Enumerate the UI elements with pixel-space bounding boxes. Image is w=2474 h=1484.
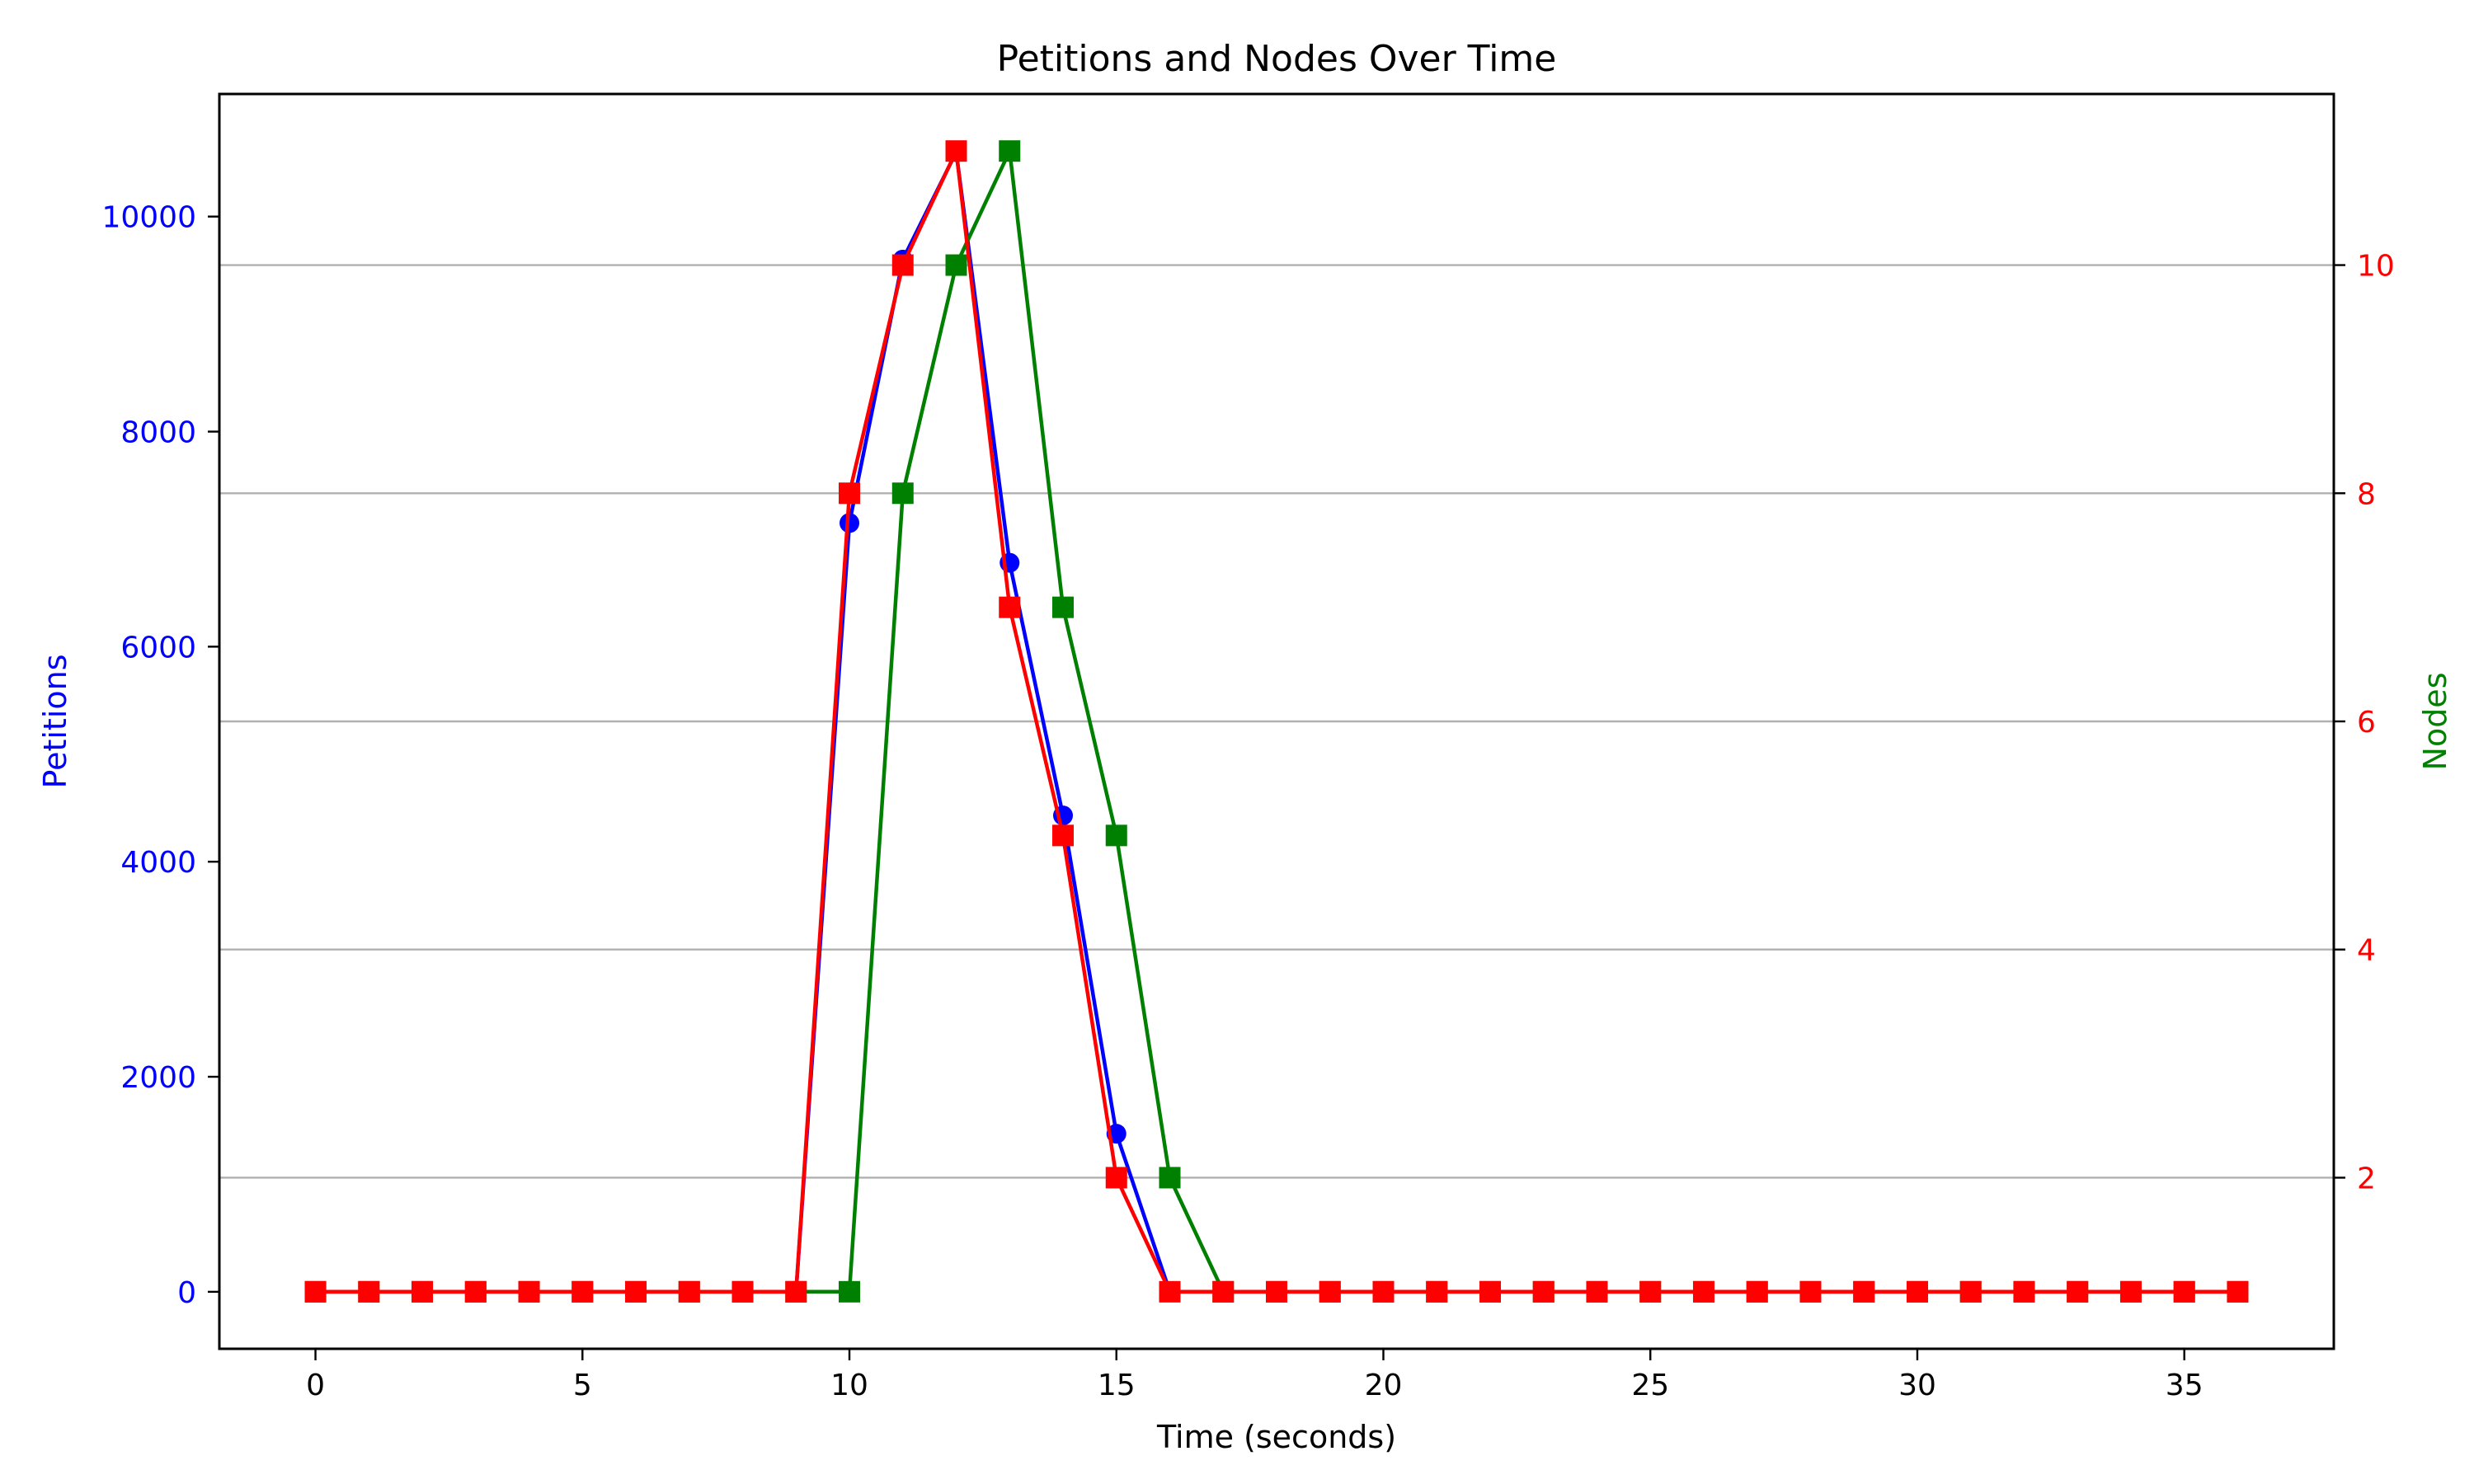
- data-point: [1479, 1280, 1501, 1303]
- data-point: [1906, 1280, 1928, 1303]
- data-point: [999, 596, 1021, 618]
- data-point: [1212, 1280, 1235, 1303]
- y-right-tick-label: 8: [2357, 477, 2376, 511]
- x-tick-label: 30: [1898, 1369, 1936, 1402]
- data-point: [999, 140, 1021, 162]
- y-left-tick-label: 2000: [120, 1061, 196, 1095]
- series-2: [304, 140, 2249, 1303]
- data-point: [1159, 1167, 1181, 1189]
- y-right-tick-label: 10: [2357, 250, 2395, 284]
- data-point: [1586, 1280, 1608, 1303]
- x-tick-label: 0: [306, 1369, 325, 1402]
- data-point: [304, 1280, 327, 1303]
- y-left-tick-label: 4000: [120, 846, 196, 880]
- data-point: [839, 482, 861, 505]
- data-point: [1159, 1280, 1181, 1303]
- x-tick-label: 10: [830, 1369, 868, 1402]
- data-point: [625, 1280, 647, 1303]
- data-point: [2013, 1280, 2035, 1303]
- data-point: [464, 1280, 487, 1303]
- y-left-tick-label: 6000: [120, 631, 196, 665]
- data-point: [2067, 1280, 2089, 1303]
- data-point: [1319, 1280, 1341, 1303]
- y-left-tick-label: 0: [177, 1276, 196, 1310]
- y-axis-left-label: Petitions: [37, 655, 73, 789]
- data-point: [839, 1280, 861, 1303]
- x-tick-label: 25: [1631, 1369, 1669, 1402]
- data-point: [678, 1280, 700, 1303]
- data-point: [1266, 1280, 1287, 1303]
- y-right-tick-label: 2: [2357, 1162, 2376, 1195]
- data-point: [2227, 1280, 2249, 1303]
- data-point: [571, 1280, 594, 1303]
- data-point: [2173, 1280, 2195, 1303]
- y-right-tick-label: 4: [2357, 934, 2376, 968]
- data-point: [412, 1280, 434, 1303]
- data-point: [1426, 1280, 1448, 1303]
- x-tick-label: 35: [2166, 1369, 2204, 1402]
- data-point: [358, 1280, 380, 1303]
- axis-ticks: 0 5 10 15 20 25 30 35 0 2000 4000 6000 8000 10000 2 4 6 8…: [101, 201, 2394, 1402]
- y-left-tick-label: 8000: [120, 416, 196, 450]
- y-right-tick-label: 6: [2357, 706, 2376, 740]
- y-axis-right-label: Nodes: [2417, 673, 2453, 771]
- data-point: [518, 1280, 540, 1303]
- data-point: [945, 140, 967, 162]
- data-point: [2119, 1280, 2142, 1303]
- data-point: [945, 254, 967, 276]
- data-point: [891, 254, 914, 276]
- data-point: [1052, 596, 1075, 618]
- data-point: [1692, 1280, 1714, 1303]
- x-tick-label: 5: [573, 1369, 592, 1402]
- data-point: [1105, 1167, 1127, 1189]
- y-left-tick-label: 10000: [101, 201, 196, 235]
- data-point: [891, 482, 914, 505]
- data-point: [1959, 1280, 1982, 1303]
- x-tick-label: 15: [1098, 1369, 1136, 1402]
- plot-series: [304, 140, 2249, 1303]
- data-point: [840, 513, 860, 533]
- grid-lines: [219, 264, 2334, 1179]
- data-point: [1372, 1280, 1395, 1303]
- data-point: [1799, 1280, 1822, 1303]
- chart-title: Petitions and Nodes Over Time: [997, 38, 1557, 80]
- data-point: [785, 1280, 807, 1303]
- data-point: [1746, 1280, 1768, 1303]
- x-tick-label: 20: [1365, 1369, 1403, 1402]
- x-axis-label: Time (seconds): [1156, 1419, 1396, 1455]
- data-point: [1639, 1280, 1662, 1303]
- data-point: [731, 1280, 754, 1303]
- data-point: [1105, 824, 1127, 847]
- data-point: [1853, 1280, 1875, 1303]
- data-point: [1052, 824, 1075, 847]
- data-point: [1532, 1280, 1554, 1303]
